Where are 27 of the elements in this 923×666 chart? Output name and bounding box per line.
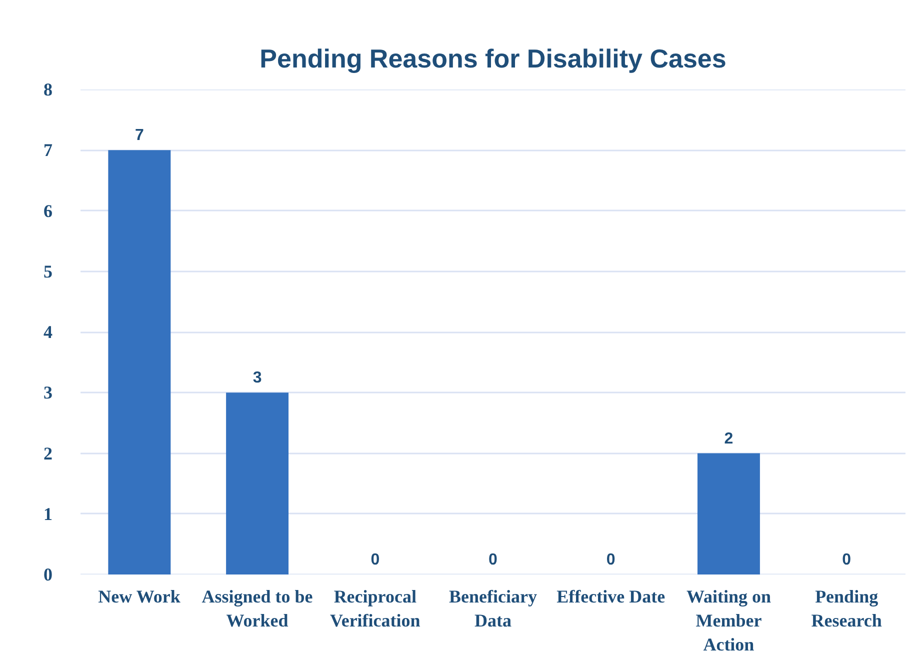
y-tick-label: 6 [44,200,52,221]
y-tick-label: 8 [44,80,52,100]
x-tick-label: Pending Research [811,586,882,630]
y-tick-label: 1 [44,504,52,524]
data-label: 2 [724,430,734,448]
chart-title: Pending Reasons for Disability Cases [260,44,726,74]
data-label: 0 [842,552,852,568]
x-tick-label: Effective Date [556,586,666,606]
x-tick-label: Waiting on Member Action [686,586,771,654]
data-label: 0 [606,552,616,568]
y-tick-label: 2 [44,443,52,464]
bar [108,150,171,574]
x-tick-label: Beneficiary Data [449,586,537,630]
x-tick-label: New Work [98,586,180,606]
data-label: 0 [488,552,498,568]
y-tick-label: 7 [44,140,52,160]
bar [226,392,289,574]
data-label: 0 [370,552,380,568]
bar [697,453,760,574]
y-tick-label: 3 [44,382,52,403]
y-tick-label: 0 [44,564,52,584]
x-tick-label: Reciprocal Verification [330,586,420,630]
y-tick-label: 5 [44,261,52,282]
x-tick-label: Assigned to be Worked [202,586,313,630]
data-label: 3 [252,370,262,387]
y-tick-label: 4 [44,322,52,342]
data-label: 7 [134,127,144,144]
